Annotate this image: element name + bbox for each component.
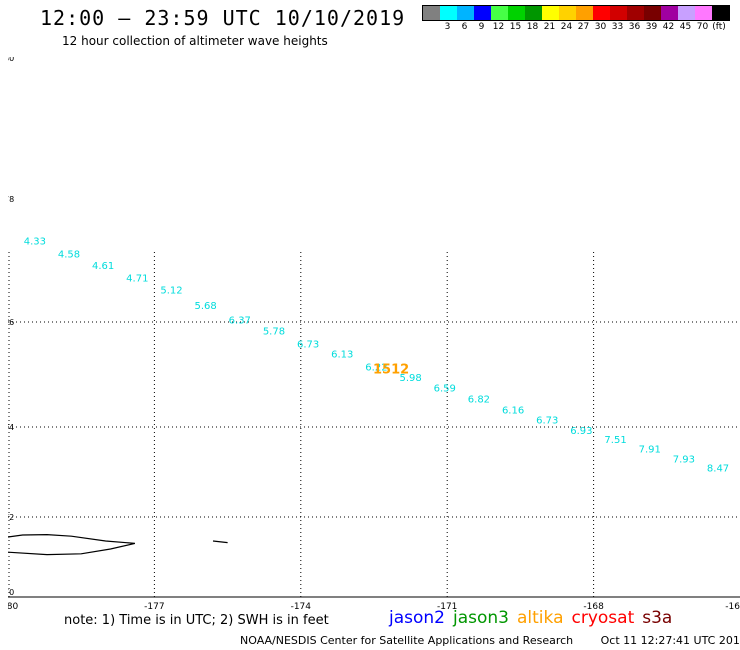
- wave-height-label: 4.33: [24, 237, 46, 248]
- wave-height-label: 6.22: [365, 362, 387, 373]
- wave-height-label: 6.73: [536, 415, 558, 426]
- herald-island: [212, 540, 228, 544]
- colorbar-swatch: [542, 6, 559, 20]
- footer-agency: NOAA/NESDIS Center for Satellite Applica…: [240, 634, 574, 647]
- y-tick-label: 72: [8, 513, 14, 522]
- colorbar-label: 39: [645, 22, 658, 32]
- colorbar-swatch: [423, 6, 440, 20]
- wave-height-label: 6.16: [502, 405, 524, 416]
- map-subtitle: 12 hour collection of altimeter wave hei…: [62, 34, 328, 48]
- colorbar-swatch: [457, 6, 474, 20]
- colorbar-swatch: [695, 6, 712, 20]
- legend-item-jason2: jason2: [389, 608, 445, 628]
- wave-height-label: 4.58: [58, 249, 80, 260]
- x-tick-label: -177: [144, 602, 164, 612]
- y-tick-label: 76: [8, 318, 14, 327]
- y-tick-label: 70: [8, 588, 14, 597]
- colorbar-label: 45: [679, 22, 692, 32]
- satellite-legend: jason2 jason3 altika cryosat s3a: [389, 608, 680, 628]
- colorbar-label: 18: [526, 22, 539, 32]
- map-title: 12:00 – 23:59 UTC 10/10/2019: [40, 6, 406, 30]
- wave-height-label: 6.59: [434, 383, 456, 394]
- colorbar-swatch: [678, 6, 695, 20]
- colorbar-cells: [422, 5, 730, 21]
- colorbar-swatch: [508, 6, 525, 20]
- x-tick-label: -180: [8, 602, 18, 612]
- wave-height-label: 6.37: [229, 316, 251, 327]
- wave-height-label: 7.93: [673, 455, 695, 466]
- colorbar-label: 21: [543, 22, 556, 32]
- footer: NOAA/NESDIS Center for Satellite Applica…: [240, 634, 740, 647]
- legend-item-s3a: s3a: [642, 608, 673, 628]
- colorbar-swatch: [661, 6, 678, 20]
- colorbar-label: 15: [509, 22, 522, 32]
- y-tick-label: 78: [8, 195, 14, 204]
- colorbar-label: 27: [577, 22, 590, 32]
- legend-item-altika: altika: [517, 608, 564, 628]
- colorbar-swatch: [440, 6, 457, 20]
- colorbar-label: 6: [461, 22, 468, 32]
- colorbar-swatch: [627, 6, 644, 20]
- colorbar-swatch: [644, 6, 661, 20]
- note-text: note: 1) Time is in UTC; 2) SWH is in fe…: [64, 613, 329, 628]
- wave-height-label-large: 1512: [373, 362, 409, 377]
- x-tick-label: -168: [583, 602, 604, 612]
- colorbar-unit: (ft): [712, 22, 726, 32]
- colorbar-label: 30: [594, 22, 607, 32]
- colorbar-label: 33: [611, 22, 624, 32]
- colorbar-swatch: [576, 6, 593, 20]
- wave-height-label: 5.78: [263, 327, 285, 338]
- x-tick-label: -171: [437, 602, 457, 612]
- wave-height-label: 6.73: [297, 340, 319, 351]
- wave-height-label: 5.68: [195, 301, 217, 312]
- wave-height-label: 8.47: [707, 464, 729, 475]
- y-tick-label: 80: [8, 57, 14, 63]
- wave-height-label: 5.98: [399, 373, 421, 384]
- legend-item-jason3: jason3: [453, 608, 509, 628]
- colorbar-label: 70: [696, 22, 709, 32]
- x-tick-label: -16: [725, 602, 740, 612]
- colorbar-label: 3: [444, 22, 451, 32]
- wrangel-island: [8, 533, 136, 556]
- colorbar-swatch: [610, 6, 627, 20]
- wave-height-label: 5.12: [160, 286, 182, 297]
- colorbar-label: 24: [560, 22, 573, 32]
- wave-height-label: 6.13: [331, 350, 353, 361]
- colorbar-label: 9: [478, 22, 485, 32]
- colorbar-swatch: [474, 6, 491, 20]
- x-tick-label: -174: [291, 602, 312, 612]
- wave-height-label: 7.91: [639, 445, 661, 456]
- colorbar-label: 36: [628, 22, 641, 32]
- wave-height-label: 7.51: [604, 435, 626, 446]
- colorbar-label: 12: [492, 22, 505, 32]
- colorbar-labels: 3 6 9 12 15 18 21 24 27 30 33 36 39 42 45 70 (ft): [422, 21, 730, 35]
- colorbar-swatch: [491, 6, 508, 20]
- wave-height-label: 6.93: [570, 426, 592, 437]
- wave-height-label: 6.82: [468, 394, 490, 405]
- colorbar-swatch: [712, 6, 729, 20]
- colorbar-swatch: [559, 6, 576, 20]
- wave-height-colorbar: 3 6 9 12 15 18 21 24 27 30 33 36 39 42 45 70 (ft): [422, 5, 730, 35]
- altimeter-map: -180 -177 -174 -171 -168 -16 80 78 76 74 72 70 4.33 4…: [8, 57, 740, 612]
- colorbar-label: 42: [662, 22, 675, 32]
- y-tick-label: 74: [8, 423, 14, 432]
- wave-height-label: 4.61: [92, 261, 114, 272]
- legend-item-cryosat: cryosat: [571, 608, 635, 628]
- colorbar-swatch: [525, 6, 542, 20]
- colorbar-swatch: [593, 6, 610, 20]
- wave-height-label: 4.71: [126, 273, 148, 284]
- footer-timestamp: Oct 11 12:27:41 UTC 2019: [600, 634, 740, 647]
